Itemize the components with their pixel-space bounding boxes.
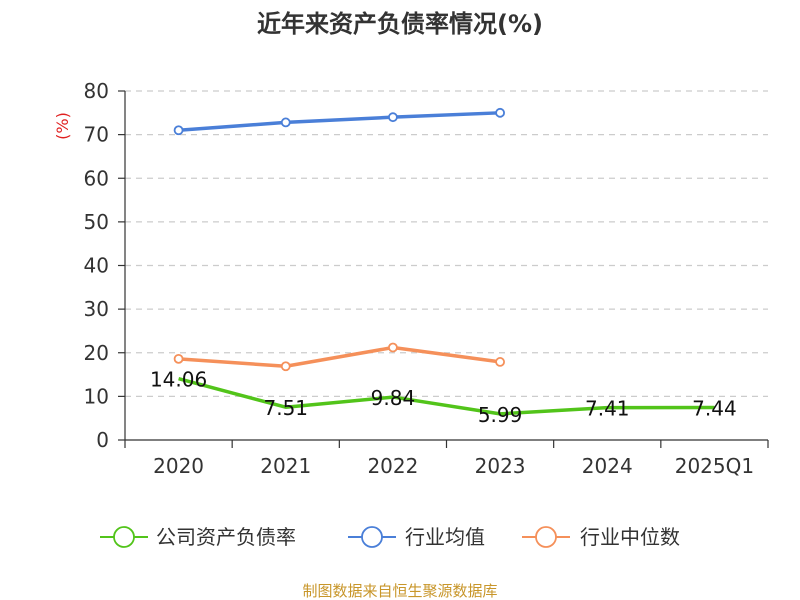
legend-marker <box>113 526 135 548</box>
legend-marker <box>535 526 557 548</box>
series-line <box>178 111 501 133</box>
legend-label: 行业均值 <box>405 525 485 549</box>
data-point <box>280 361 291 372</box>
y-tick-label: 60 <box>84 166 109 190</box>
y-tick-label: 50 <box>84 210 109 234</box>
x-tick-label: 2023 <box>475 454 526 478</box>
series-line <box>178 345 501 369</box>
data-point <box>280 117 291 128</box>
y-tick-label: 70 <box>84 123 109 147</box>
data-point <box>173 125 184 136</box>
x-tick-label: 2021 <box>260 454 311 478</box>
data-label: 7.51 <box>263 396 308 420</box>
y-tick-label: 20 <box>84 341 109 365</box>
data-label: 5.99 <box>478 403 523 427</box>
grid <box>125 90 768 397</box>
axes: 0 10 20 30 40 50 60 70 80 2020 2021 2022 2023 2024 202… <box>84 79 769 478</box>
x-tick-label: 2024 <box>582 454 633 478</box>
series-line <box>178 376 715 416</box>
data-label: 9.84 <box>371 386 416 410</box>
y-axis-label: (%) <box>53 112 72 140</box>
y-tick-label: 40 <box>84 254 109 278</box>
data-point <box>495 357 505 367</box>
series-0 <box>178 376 715 416</box>
data-label: 14.06 <box>150 368 207 392</box>
y-tick-label: 30 <box>84 297 109 321</box>
series-layer <box>173 107 715 416</box>
legend-item-0[interactable]: 公司资产负债率 <box>100 525 296 549</box>
y-tick-label: 0 <box>96 428 109 452</box>
legend[interactable]: 公司资产负债率 行业均值 行业中位数 <box>100 525 680 549</box>
data-point <box>388 112 398 123</box>
data-label: 7.41 <box>585 397 630 421</box>
x-tick-label: 2025Q1 <box>675 454 754 478</box>
legend-label: 公司资产负债率 <box>156 525 296 549</box>
legend-label: 行业中位数 <box>580 525 680 549</box>
y-tick-label: 10 <box>84 384 109 408</box>
data-labels: 14.06 7.51 9.84 5.99 7.41 7.44 <box>150 368 737 427</box>
data-point <box>495 107 505 118</box>
series-1 <box>173 107 505 136</box>
data-point <box>388 342 398 353</box>
x-tick-label: 2020 <box>153 454 204 478</box>
legend-item-2[interactable]: 行业中位数 <box>522 525 680 549</box>
data-label: 7.44 <box>692 397 737 421</box>
source-note: 制图数据来自恒生聚源数据库 <box>302 582 497 600</box>
x-tick-label: 2022 <box>367 454 418 478</box>
chart-title: 近年来资产负债率情况(%) <box>257 10 543 38</box>
data-point <box>173 353 184 364</box>
legend-marker <box>361 526 383 548</box>
y-tick-label: 80 <box>84 79 109 103</box>
series-2 <box>173 342 505 372</box>
legend-item-1[interactable]: 行业均值 <box>348 525 485 549</box>
